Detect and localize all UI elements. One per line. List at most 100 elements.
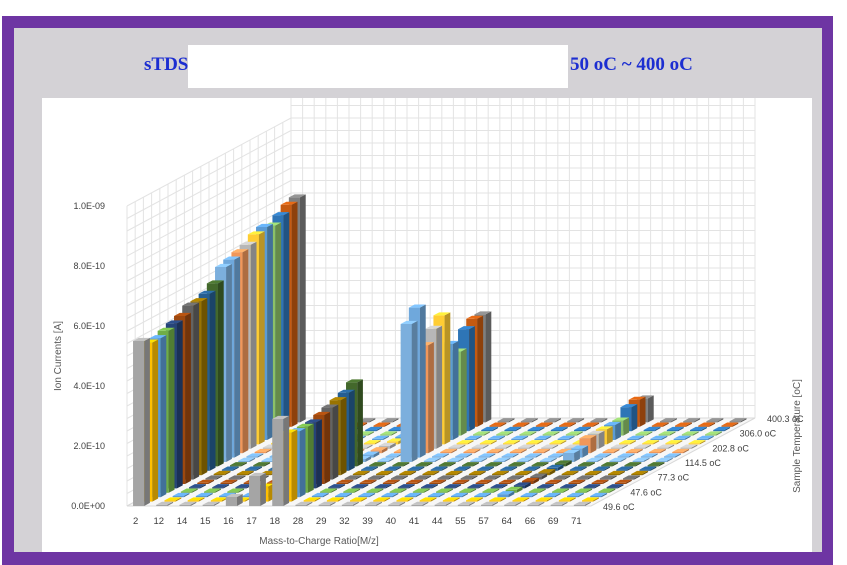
bar — [489, 497, 507, 502]
bar-side — [190, 501, 197, 506]
bar-side — [232, 466, 239, 471]
bar-side — [601, 492, 608, 498]
bar-front — [568, 482, 580, 484]
bar — [202, 501, 220, 506]
bar-top — [195, 492, 213, 496]
bar-top — [296, 423, 314, 427]
bar-front — [172, 496, 184, 498]
bar-front — [606, 487, 618, 489]
bar-side — [561, 426, 568, 432]
bar-top — [524, 453, 542, 457]
bar — [519, 431, 537, 436]
bar — [558, 497, 576, 502]
bar-side — [606, 426, 613, 445]
bar-side — [650, 466, 657, 471]
bar-front — [318, 504, 330, 506]
bar-top — [198, 290, 216, 294]
bar-top — [617, 453, 635, 457]
bar-front — [665, 443, 677, 445]
bar-front — [380, 434, 392, 436]
bar-side — [234, 256, 241, 458]
bar-side — [469, 326, 475, 432]
bar-side — [264, 462, 271, 467]
bar-top — [647, 462, 665, 466]
bar-top — [430, 466, 448, 470]
bar-side — [538, 501, 545, 506]
bar-side — [260, 472, 266, 506]
y-tick-label: 1.0E-09 — [73, 201, 105, 211]
bar-side — [546, 497, 553, 502]
bar-top — [598, 488, 616, 492]
bar-front — [690, 430, 702, 432]
bar-front — [486, 452, 498, 454]
bar — [665, 440, 683, 445]
bar-top — [369, 462, 387, 466]
bar — [543, 492, 561, 498]
bar-top — [247, 231, 265, 235]
bar-side — [460, 348, 467, 436]
bar — [477, 466, 494, 471]
bar — [705, 431, 722, 436]
bar-side — [594, 484, 601, 489]
bar-side — [258, 231, 265, 445]
bar-side — [507, 431, 514, 436]
bar — [664, 453, 681, 458]
bar-side — [545, 435, 552, 440]
bar-top — [604, 421, 621, 425]
bar — [448, 444, 466, 449]
bar — [464, 435, 482, 440]
bar — [381, 492, 399, 498]
bar-top — [642, 440, 660, 444]
bar — [650, 435, 668, 440]
bar — [434, 501, 452, 506]
bar-front — [210, 500, 222, 502]
bar-front — [503, 443, 515, 445]
bar-top — [346, 379, 363, 383]
bar-side — [527, 457, 534, 462]
bar-front — [422, 474, 434, 476]
bar-side — [419, 304, 426, 458]
depth-tick-label: 77.3 oC — [658, 473, 690, 483]
bar-front — [574, 430, 586, 432]
bar-top — [533, 448, 550, 452]
bar-front — [365, 430, 377, 432]
bar-front — [602, 452, 614, 454]
bar-front — [569, 469, 581, 471]
bar-side — [348, 389, 355, 471]
bar-side — [354, 488, 361, 493]
bar-top — [688, 440, 706, 444]
x-tick-label: 16 — [223, 516, 234, 527]
bar-top — [509, 448, 527, 452]
bar-top — [550, 501, 568, 505]
bar-top — [235, 484, 253, 488]
y-tick-label: 8.0E-10 — [73, 261, 105, 271]
bar-front — [481, 504, 493, 506]
bar-side — [501, 484, 508, 489]
bar-top — [245, 466, 262, 470]
bar-top — [563, 449, 580, 453]
bar-top — [406, 479, 423, 483]
bar-side — [485, 492, 492, 498]
bar — [381, 418, 399, 423]
bar — [374, 484, 392, 489]
bar-side — [373, 451, 380, 458]
bar-top — [696, 435, 714, 439]
bar — [228, 475, 246, 480]
bar — [481, 426, 499, 432]
bar — [501, 453, 519, 458]
bar-side — [387, 470, 393, 476]
bar — [459, 488, 477, 493]
bar-front — [534, 438, 546, 440]
bar-front — [594, 456, 606, 458]
bar-top — [608, 470, 625, 474]
bar — [372, 435, 389, 440]
bar-front — [497, 494, 509, 498]
bar — [509, 448, 527, 454]
bar — [690, 426, 707, 432]
bar-top — [396, 497, 414, 501]
bar-side — [368, 431, 374, 436]
bar-front — [382, 482, 394, 484]
bar-front — [344, 478, 356, 480]
bar-front — [501, 456, 513, 458]
bar — [373, 422, 391, 427]
